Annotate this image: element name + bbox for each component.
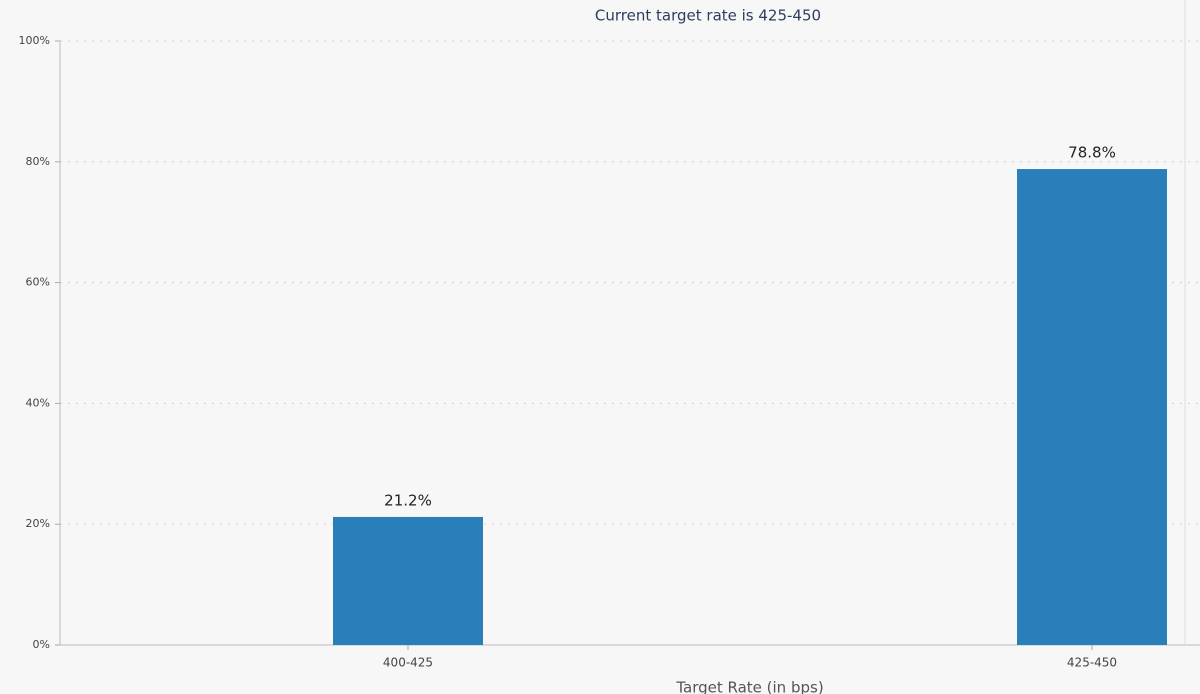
bar — [333, 516, 483, 645]
x-tick-label: 400-425 — [383, 656, 433, 670]
bar — [1017, 169, 1167, 645]
y-tick-label: 20% — [26, 517, 50, 530]
y-tick-label: 0% — [33, 638, 50, 651]
x-axis-label: Target Rate (in bps) — [675, 679, 823, 694]
y-tick-label: 60% — [26, 276, 50, 289]
chart-title: Current target rate is 425-450 — [595, 7, 821, 25]
value-label: 78.8% — [1068, 144, 1116, 162]
x-tick-label: 425-450 — [1067, 656, 1117, 670]
y-tick-label: 40% — [26, 396, 50, 409]
y-tick-label: 100% — [19, 34, 50, 47]
y-tick-label: 80% — [26, 155, 50, 168]
value-label: 21.2% — [384, 491, 432, 509]
